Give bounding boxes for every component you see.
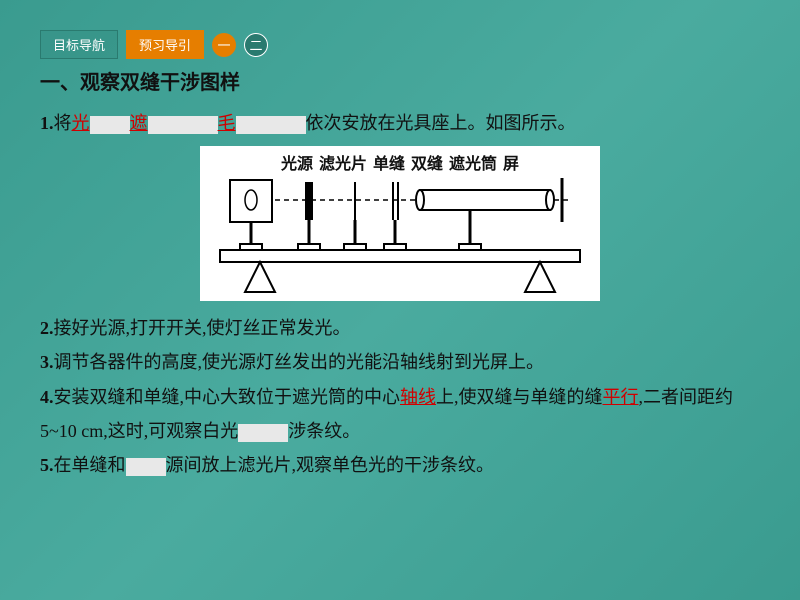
step-4: 4.安装双缝和单缝,中心大致位于遮光筒的中心轴线上,使双缝与单缝的缝平行,二者间… (40, 380, 760, 448)
blank-4b: 平行 (603, 387, 639, 407)
diagram-svg (210, 172, 590, 297)
step-3-text: 调节各器件的高度,使光源灯丝发出的光能沿轴线射到光屏上。 (54, 352, 545, 372)
step-2: 2.接好光源,打开开关,使灯丝正常发光。 (40, 311, 760, 345)
step-4-p2: 上,使双缝与单缝的缝 (436, 387, 603, 407)
step-4-p4: 涉条纹。 (288, 421, 360, 441)
blank-1c: 毛 (218, 113, 236, 133)
content-area: 一、观察双缝干涉图样 1.将光 遮 毛 依次安放在光具座上。如图所示。 光源 滤光片 … (40, 64, 760, 482)
mask-1a (90, 116, 130, 134)
step-5-p2: 源间放上滤光片,观察单色光的干涉条纹。 (166, 455, 495, 475)
step-1-num: 1. (40, 113, 54, 133)
step-4-num: 4. (40, 387, 54, 407)
step-5-num: 5. (40, 455, 54, 475)
step-1-tail: 依次安放在光具座上。如图所示。 (306, 113, 576, 133)
step-4-p1: 安装双缝和单缝,中心大致位于遮光筒的中心 (54, 387, 401, 407)
mask-1b (148, 116, 218, 134)
step-1: 1.将光 遮 毛 依次安放在光具座上。如图所示。 (40, 106, 760, 140)
blank-1a: 光 (72, 113, 90, 133)
step-3: 3.调节各器件的高度,使光源灯丝发出的光能沿轴线射到光屏上。 (40, 345, 760, 379)
section-2-button[interactable]: 二 (244, 33, 268, 57)
optical-bench-diagram: 光源 滤光片 单缝 双缝 遮光筒 屏 (200, 146, 600, 301)
step-2-num: 2. (40, 318, 54, 338)
mask-5 (126, 458, 166, 476)
step-1-pre: 将 (54, 113, 72, 133)
mask-1c (236, 116, 306, 134)
step-5-p1: 在单缝和 (54, 455, 126, 475)
blank-1b: 遮 (130, 113, 148, 133)
section-1-button[interactable]: 一 (212, 33, 236, 57)
step-2-text: 接好光源,打开开关,使灯丝正常发光。 (54, 318, 351, 338)
tab-preview[interactable]: 预习导引 (126, 30, 204, 59)
step-5: 5.在单缝和 源间放上滤光片,观察单色光的干涉条纹。 (40, 448, 760, 482)
nav-bar: 目标导航 预习导引 一 二 (40, 30, 268, 59)
diagram-container: 光源 滤光片 单缝 双缝 遮光筒 屏 (40, 146, 760, 301)
mask-4 (238, 424, 288, 442)
section-title: 一、观察双缝干涉图样 (40, 64, 760, 102)
blank-4a: 轴线 (400, 387, 436, 407)
step-3-num: 3. (40, 352, 54, 372)
tab-goal[interactable]: 目标导航 (40, 30, 118, 59)
